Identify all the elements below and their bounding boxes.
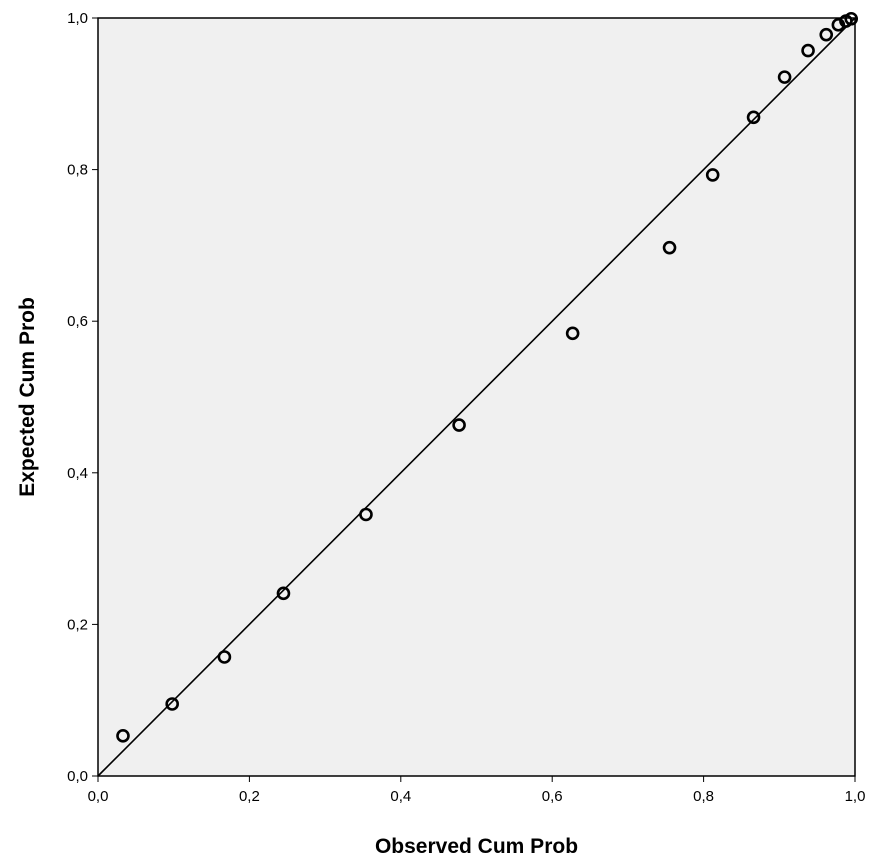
data-point bbox=[705, 168, 720, 182]
x-axis-ticks: 0,0 0,2 0,4 0,6 0,8 1,0 bbox=[88, 776, 866, 805]
data-point bbox=[116, 729, 130, 743]
x-axis-title: Observed Cum Prob bbox=[375, 835, 578, 858]
x-tick-label: 0,4 bbox=[390, 788, 411, 805]
data-point bbox=[777, 70, 792, 84]
x-tick-label: 0,2 bbox=[239, 788, 260, 805]
reference-line-layer bbox=[97, 17, 856, 777]
y-tick-label: 0,0 bbox=[67, 768, 88, 785]
x-tick-label: 0,6 bbox=[542, 788, 563, 805]
x-tick-label: 0,8 bbox=[693, 788, 714, 805]
y-tick-label: 1,0 bbox=[67, 10, 88, 27]
data-point bbox=[165, 697, 179, 711]
data-point bbox=[217, 650, 232, 664]
y-tick-label: 0,6 bbox=[67, 313, 88, 330]
reference-line bbox=[97, 17, 856, 777]
y-tick-label: 0,4 bbox=[67, 465, 88, 482]
y-tick-label: 0,8 bbox=[67, 162, 88, 179]
x-tick-label: 1,0 bbox=[845, 788, 866, 805]
data-point bbox=[276, 586, 291, 601]
data-point bbox=[359, 507, 373, 522]
data-point bbox=[565, 326, 580, 341]
x-tick-label: 0,0 bbox=[88, 788, 109, 805]
y-tick-label: 0,2 bbox=[67, 616, 88, 633]
data-point bbox=[844, 11, 859, 26]
data-points bbox=[116, 11, 859, 743]
data-point bbox=[746, 110, 761, 125]
data-point bbox=[819, 27, 834, 42]
data-point bbox=[801, 43, 815, 58]
data-point bbox=[452, 418, 466, 432]
data-point bbox=[662, 240, 677, 255]
y-axis-ticks: 0,0 0,2 0,4 0,6 0,8 1,0 bbox=[67, 10, 98, 785]
y-axis-title: Expected Cum Prob bbox=[16, 297, 39, 497]
